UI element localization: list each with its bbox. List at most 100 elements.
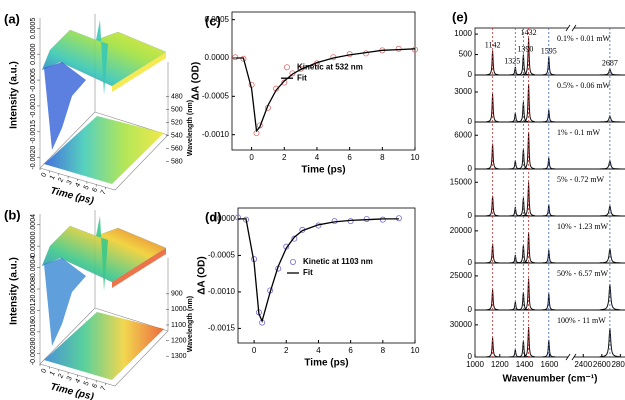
y-tick-label: 0: [468, 305, 473, 314]
y-tick-label: -0.0015: [30, 120, 37, 144]
surface-dip: [44, 258, 86, 346]
data-point: [395, 45, 402, 52]
fit-line: [238, 218, 399, 324]
x-tick-label: 1000: [466, 360, 484, 369]
y-tick-label: 30000: [450, 320, 473, 329]
plot-frame: [231, 11, 416, 151]
y-tick-label: -0.0010: [208, 287, 236, 296]
raman-peak: [542, 157, 555, 170]
z-tick-label: 520: [171, 119, 183, 126]
y-tick-label: -0.0015: [208, 324, 236, 333]
panel-label: (a): [4, 11, 20, 26]
legend-label: Kinetic at 532 nm: [297, 62, 363, 71]
z-tick-label: 900: [171, 291, 183, 298]
subplot-frame: [474, 121, 625, 170]
spectrum-label: 50% - 6.57 mW: [557, 269, 609, 278]
spectrum-label: 1% - 0.1 mW: [557, 128, 601, 137]
x-tick-label: 1200: [491, 360, 509, 369]
surface-edge: [112, 52, 166, 92]
y-tick-label: -0.0005: [202, 91, 230, 100]
x-tick-label: 6: [91, 383, 99, 390]
z-tick-label: 1300: [171, 353, 187, 360]
x-tick-label: 4: [316, 346, 321, 355]
peak-label: 2687: [602, 59, 618, 68]
data-point: [281, 79, 288, 86]
x-tick-label: 5: [83, 184, 91, 191]
y-tick-label: 20000: [450, 226, 473, 235]
x-tick-label: 10: [411, 153, 420, 162]
x-tick-label: 2400: [574, 360, 592, 369]
y-tick-label: -0.0004: [30, 256, 37, 280]
y-tick-label: 1000: [454, 29, 472, 38]
x-tick-label: 2: [57, 373, 65, 380]
legend-label: Kinetic at 1103 nm: [303, 257, 373, 266]
z-tick-label: 480: [171, 93, 183, 100]
x-tick-label: 2: [282, 153, 287, 162]
data-point: [234, 214, 241, 221]
x-tick-label: 0: [40, 368, 48, 375]
raman-peak: [522, 278, 535, 311]
z-tick-label: 1100: [171, 322, 186, 329]
raman-peak: [542, 339, 555, 358]
axis-break-gap: [568, 355, 574, 359]
raman-peak: [599, 205, 621, 217]
x-tick-label: 3: [66, 179, 74, 186]
spectrum-label: 10% - 1.23 mW: [557, 222, 609, 231]
spectrum-label: 0.1% - 0.01 mW: [557, 34, 611, 43]
y-tick-label: -0.0005: [30, 68, 37, 92]
y-tick-label: 0.0004: [30, 214, 37, 236]
y-tick-label: 0.0005: [205, 15, 230, 24]
y-tick-label: 0: [468, 70, 473, 79]
z-tick-label: 540: [171, 132, 183, 139]
data-point: [379, 216, 386, 223]
x-tick-label: 1: [49, 370, 57, 377]
peak-label: 1142: [485, 40, 501, 49]
y-tick-label: -0.0020: [30, 341, 37, 365]
y-tick-label: 6000: [454, 130, 472, 139]
data-point: [291, 235, 298, 242]
y-tick-label: 0.0005: [30, 18, 37, 40]
axis-break-gap: [568, 26, 574, 30]
z-tick-label: 1200: [171, 337, 187, 344]
raman-peak: [522, 38, 535, 76]
panel-label: (b): [4, 207, 21, 222]
y-tick-label: 0.0000: [205, 53, 230, 62]
legend-marker: [283, 64, 290, 71]
x-axis-label: Time (ps): [304, 358, 348, 369]
y-tick-label: 0: [468, 164, 473, 173]
x-tick-label: 3: [66, 375, 74, 382]
legend-label: Fit: [297, 73, 307, 82]
axis-break: [565, 24, 577, 361]
x-tick-label: 2600: [593, 360, 611, 369]
y-tick-label: 0.0000: [30, 43, 37, 65]
y-tick-label: 3000: [454, 87, 472, 96]
data-point: [363, 215, 370, 222]
floor-projection: [44, 116, 164, 184]
legend-label: Fit: [303, 268, 313, 277]
spectrum-label: 5% - 0.72 mW: [557, 175, 605, 184]
raman-peak: [517, 54, 530, 76]
raman-peak: [486, 50, 499, 76]
x-tick-label: 0: [252, 346, 257, 355]
y-tick-label: 0: [468, 352, 473, 361]
raman-peak: [542, 204, 555, 217]
panel-label: (c): [205, 13, 221, 28]
y-tick-label: 500: [459, 50, 473, 59]
x-tick-label: 10: [411, 346, 420, 355]
x-axis-label: Wavenumber (cm⁻¹): [503, 374, 598, 385]
panel-label: (e): [452, 9, 468, 24]
x-tick-label: 7: [100, 189, 108, 196]
y-tick-label: 0.0000: [30, 235, 37, 257]
x-tick-label: 8: [380, 153, 385, 162]
x-tick-label: 5: [83, 380, 91, 387]
raman-peak: [486, 143, 499, 170]
spectrum-label: 100% - 11 mW: [557, 316, 606, 325]
x-tick-label: 2: [284, 346, 289, 355]
y-tick-label: 25000: [450, 271, 473, 280]
y-tick-label: 0: [468, 258, 473, 267]
peak-label: 1390: [517, 44, 533, 53]
y-tick-label: -0.0005: [208, 251, 236, 260]
y-tick-label: 15000: [450, 177, 473, 186]
